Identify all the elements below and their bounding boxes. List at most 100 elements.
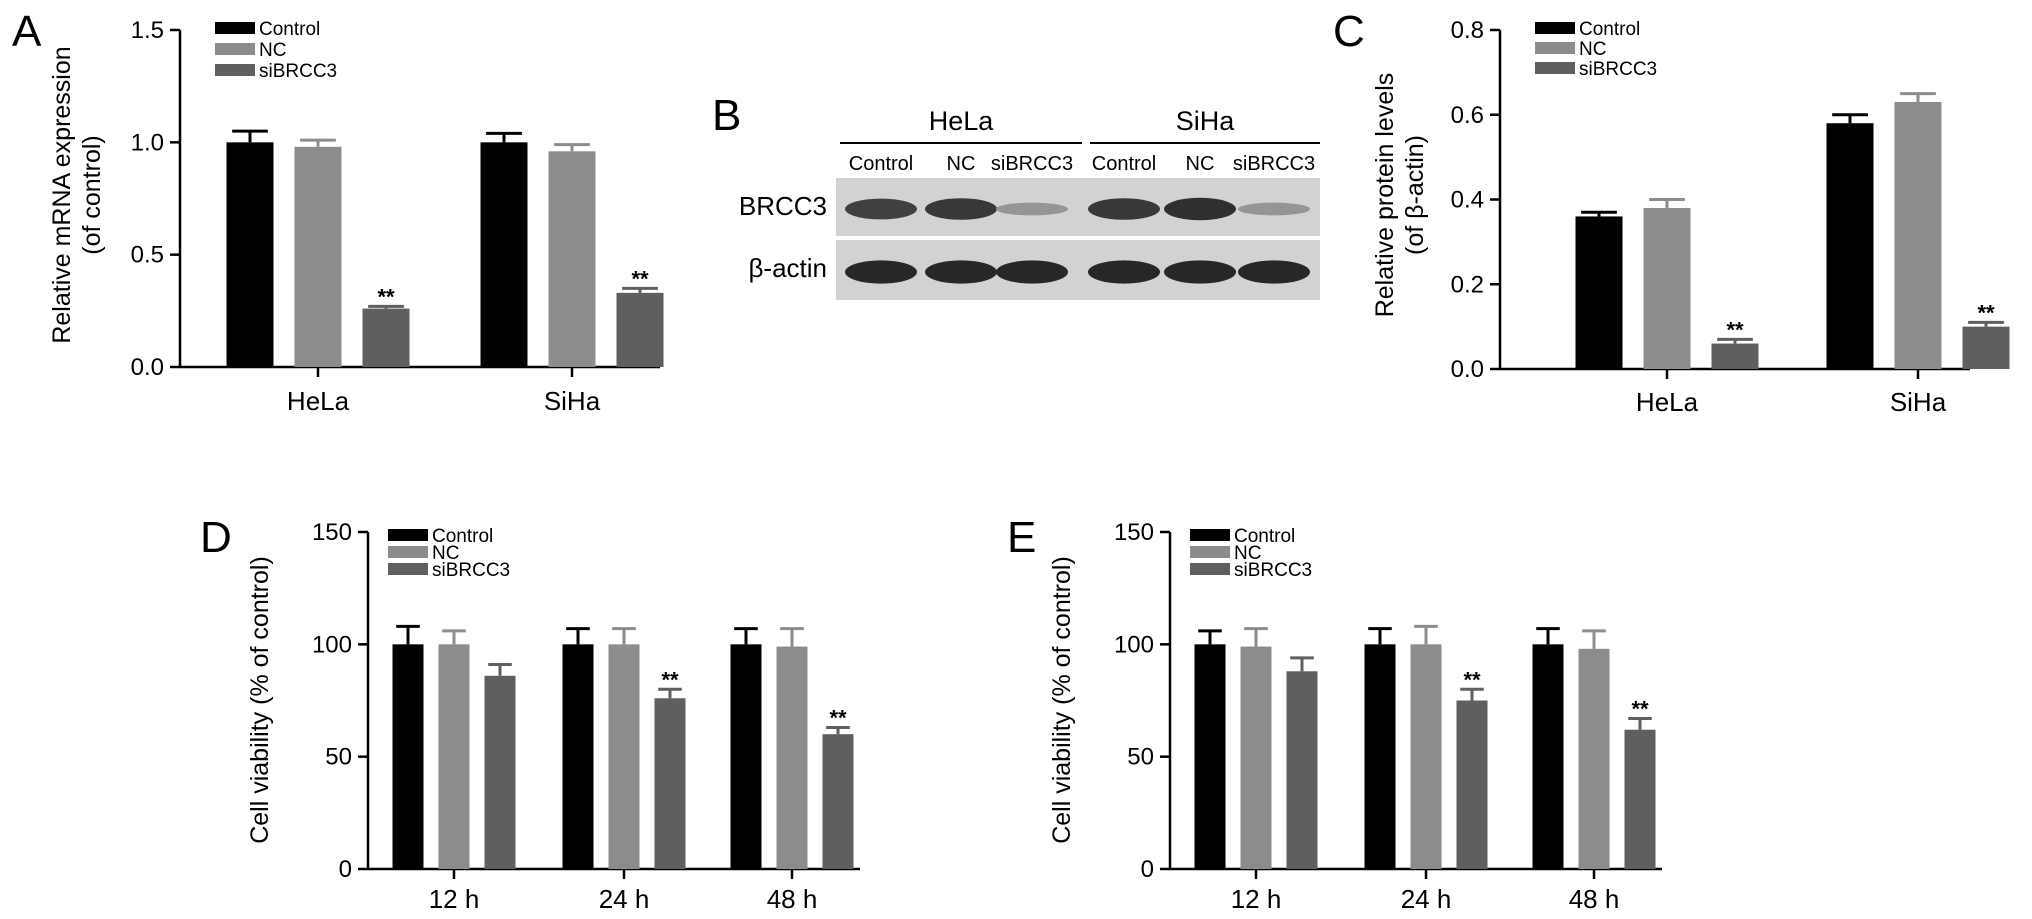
panel-letter: B xyxy=(712,91,741,140)
bar-nc xyxy=(1410,644,1442,869)
blot-band xyxy=(845,198,917,220)
bar-nc xyxy=(548,151,596,367)
y-tick-label: 0 xyxy=(1141,856,1154,883)
y-tick-label: 1.5 xyxy=(131,17,164,44)
x-tick-label: HeLa xyxy=(287,386,350,416)
bar-control xyxy=(1575,216,1623,369)
chart-panel-d: D 0 50 100 150 Cell viability (% of control) 1… xyxy=(200,513,860,914)
legend-label: Control xyxy=(1579,19,1640,40)
y-tick-label: 50 xyxy=(325,744,352,771)
legend-swatch xyxy=(388,563,428,575)
blot-group-label: HeLa xyxy=(929,106,995,136)
x-tick-label: 12 h xyxy=(429,884,480,914)
bar-control xyxy=(480,142,528,367)
blot-lane-label: siBRCC3 xyxy=(1233,153,1315,175)
legend-label: siBRCC3 xyxy=(1579,59,1657,80)
y-tick-label: 0.0 xyxy=(1451,356,1484,383)
blot-band xyxy=(845,260,917,284)
significance-marker: ** xyxy=(1463,667,1481,692)
blot-membrane xyxy=(836,178,1320,236)
legend-swatch xyxy=(388,546,428,558)
y-tick-label: 0.6 xyxy=(1451,102,1484,129)
bar-sibrcc3 xyxy=(1456,700,1488,869)
blot-lane-label: NC xyxy=(947,153,976,175)
bar-sibrcc3 xyxy=(616,292,664,367)
y-tick-label: 100 xyxy=(1114,631,1154,658)
significance-marker: ** xyxy=(631,266,649,291)
x-tick-label: 24 h xyxy=(1401,884,1452,914)
y-axis-label: Relative protein levels xyxy=(1371,73,1399,318)
y-tick-label: 0 xyxy=(339,856,352,883)
y-tick-label: 0.5 xyxy=(131,242,164,269)
bar-control xyxy=(392,644,424,869)
y-axis-label: Cell viability (% of control) xyxy=(1048,556,1076,844)
bar-sibrcc3 xyxy=(484,675,516,869)
chart-panel-c: C 0.0 0.2 0.4 0.6 0.8 Relative protein levels(… xyxy=(1333,7,2010,417)
y-axis-label: Relative mRNA expression xyxy=(48,46,76,343)
bar-control xyxy=(562,644,594,869)
bar-nc xyxy=(1240,646,1272,869)
legend-label: Control xyxy=(432,526,493,547)
bar-sibrcc3 xyxy=(1286,671,1318,869)
bar-control xyxy=(226,142,274,367)
blot-band xyxy=(1238,260,1310,284)
western-blot-panel: B HeLa SiHa Control NC siBRCC3 Control NC siBRCC… xyxy=(712,91,1320,300)
y-axis-label: Cell viability (% of control) xyxy=(246,556,274,844)
blot-row-label: BRCC3 xyxy=(739,191,827,221)
bar-nc xyxy=(1578,648,1610,869)
x-tick-label: 48 h xyxy=(1569,884,1620,914)
significance-marker: ** xyxy=(1631,696,1649,721)
blot-row-label: β-actin xyxy=(748,253,827,283)
bar-control xyxy=(1194,644,1226,869)
chart-panel-e: E 0 50 100 150 Cell viability (% of control) 1… xyxy=(1007,513,1662,914)
y-tick-label: 50 xyxy=(1127,744,1154,771)
bar-control xyxy=(1826,123,1874,369)
bar-nc xyxy=(438,644,470,869)
x-tick-label: 48 h xyxy=(767,884,818,914)
blot-band xyxy=(996,260,1068,284)
blot-band xyxy=(1164,197,1236,221)
legend-label: NC xyxy=(432,543,459,564)
y-tick-label: 0.4 xyxy=(1451,187,1484,214)
legend-label: Control xyxy=(259,19,320,40)
x-tick-label: SiHa xyxy=(544,386,601,416)
y-axis-label: (of control) xyxy=(78,135,106,254)
panel-letter: A xyxy=(12,7,42,56)
bar-nc xyxy=(776,646,808,869)
blot-lane-label: Control xyxy=(849,153,913,175)
blot-band xyxy=(1238,202,1310,216)
bar-control xyxy=(730,644,762,869)
bar-nc xyxy=(608,644,640,869)
blot-group-label: SiHa xyxy=(1176,106,1236,136)
legend-label: siBRCC3 xyxy=(1234,560,1312,581)
bar-sibrcc3 xyxy=(1711,343,1759,369)
legend-swatch xyxy=(215,43,255,55)
bar-nc xyxy=(294,146,342,367)
y-tick-label: 0.0 xyxy=(131,354,164,381)
y-tick-label: 150 xyxy=(1114,519,1154,546)
blot-band xyxy=(925,260,997,284)
significance-marker: ** xyxy=(377,284,395,309)
x-tick-label: 24 h xyxy=(599,884,650,914)
bar-sibrcc3 xyxy=(654,698,686,869)
legend-label: Control xyxy=(1234,526,1295,547)
significance-marker: ** xyxy=(1726,317,1744,342)
blot-band xyxy=(1164,260,1236,284)
blot-lane-label: NC xyxy=(1186,153,1215,175)
bar-control xyxy=(1532,644,1564,869)
y-tick-label: 1.0 xyxy=(131,129,164,156)
blot-band xyxy=(1088,198,1160,220)
y-axis-label: (of β-actin) xyxy=(1401,135,1429,255)
significance-marker: ** xyxy=(661,667,679,692)
legend-swatch xyxy=(1190,563,1230,575)
blot-lane-label: Control xyxy=(1092,153,1156,175)
bar-sibrcc3 xyxy=(1962,326,2010,369)
blot-band xyxy=(1088,260,1160,284)
legend-swatch xyxy=(388,529,428,541)
bar-nc xyxy=(1643,207,1691,369)
legend-swatch xyxy=(1535,42,1575,54)
legend-label: siBRCC3 xyxy=(432,560,510,581)
blot-band xyxy=(925,198,997,220)
chart-panel-a: A 0.0 0.5 1.0 1.5 Relative mRNA expression (of… xyxy=(12,7,664,416)
